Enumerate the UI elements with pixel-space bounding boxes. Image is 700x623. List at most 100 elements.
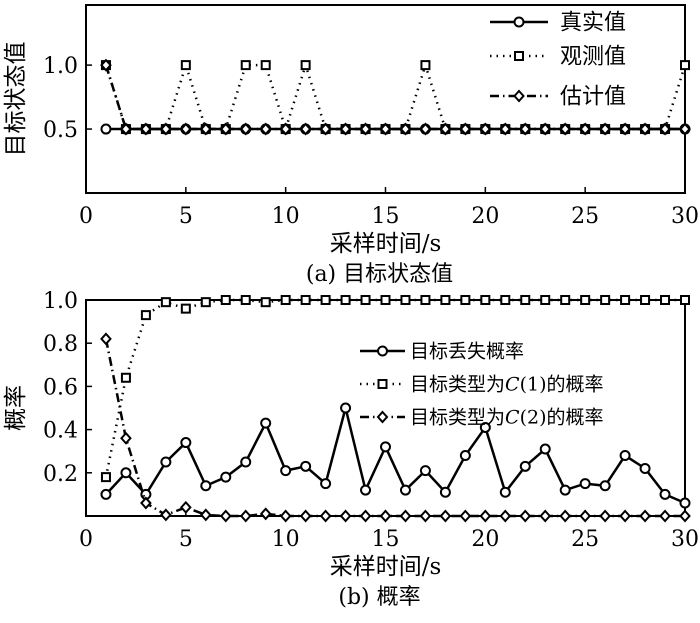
y-tick-label: 0.2 xyxy=(43,462,78,487)
data-point xyxy=(439,509,452,523)
data-point xyxy=(499,486,511,498)
x-tick-label: 5 xyxy=(179,204,193,229)
data-point xyxy=(559,484,571,496)
data-point xyxy=(599,509,611,523)
x-tick-label: 0 xyxy=(79,204,93,229)
data-point xyxy=(219,122,232,136)
data-point xyxy=(180,60,191,71)
y-tick-label: 0.6 xyxy=(43,375,78,400)
data-point xyxy=(100,58,112,72)
legend-label-suffix: (1)的概率 xyxy=(520,374,604,396)
data-point xyxy=(160,122,172,136)
data-point xyxy=(680,295,690,305)
series-0 xyxy=(100,402,691,509)
x-tick-label: 15 xyxy=(372,527,400,552)
data-point xyxy=(319,509,332,523)
y-tick-label: 0.5 xyxy=(43,118,78,143)
data-point xyxy=(140,310,151,321)
data-point xyxy=(399,484,411,496)
data-point xyxy=(639,462,651,474)
data-point xyxy=(280,465,292,477)
data-point xyxy=(519,509,532,523)
legend-label: 目标类型为C(1)的概率 xyxy=(410,374,603,396)
data-point xyxy=(360,295,371,305)
data-point xyxy=(619,509,631,523)
data-point xyxy=(599,480,611,492)
data-point xyxy=(519,460,531,472)
legend-entry-2: 目标类型为C(2)的概率 xyxy=(360,407,603,429)
data-point xyxy=(120,372,131,383)
data-point xyxy=(339,122,352,136)
data-point xyxy=(379,122,392,136)
data-point xyxy=(339,509,352,523)
data-point xyxy=(359,122,372,136)
data-point xyxy=(240,295,251,305)
legend-label: 观测值 xyxy=(560,45,626,70)
data-point xyxy=(239,509,252,523)
data-point xyxy=(260,417,272,429)
data-point xyxy=(280,295,291,305)
chart-panel-1: 0 5 10 15 20 25 30 0.2 0.4 0.6 0.8 1.0 采样时间/s (b) 概率 概… xyxy=(3,289,699,610)
x-tick-label: 5 xyxy=(179,527,193,552)
legend-marker xyxy=(513,89,525,103)
legend-entry-0: 目标丢失概率 xyxy=(360,341,524,363)
data-point xyxy=(179,500,192,514)
data-point xyxy=(100,332,112,346)
data-point xyxy=(199,122,212,136)
x-tick-label: 20 xyxy=(471,527,499,552)
data-point xyxy=(239,122,252,136)
data-point xyxy=(260,60,271,71)
data-point xyxy=(300,60,311,71)
x-tick-label: 15 xyxy=(372,204,400,229)
y-tick-label: 1.0 xyxy=(43,54,78,79)
series-line xyxy=(104,298,685,478)
data-point xyxy=(439,486,451,498)
data-point xyxy=(459,122,472,136)
legend-label-suffix: (2)的概率 xyxy=(520,407,604,429)
legend-label-prefix: 目标类型为 xyxy=(410,407,505,429)
data-point xyxy=(579,122,592,136)
data-point xyxy=(200,480,212,492)
data-point xyxy=(400,295,411,305)
legend-entry-1: 观测值 xyxy=(490,45,626,70)
data-point xyxy=(480,295,491,305)
data-point xyxy=(299,509,312,523)
data-point xyxy=(679,509,691,523)
data-point xyxy=(320,295,331,305)
data-point xyxy=(140,122,152,136)
legend-label-var: C xyxy=(505,407,520,429)
data-point xyxy=(659,509,671,523)
data-point xyxy=(100,123,112,135)
data-point xyxy=(660,295,671,305)
data-point xyxy=(120,122,132,136)
data-point xyxy=(559,509,572,523)
data-point xyxy=(500,295,511,305)
x-tick-label: 10 xyxy=(272,527,300,552)
data-point xyxy=(160,297,171,308)
data-point xyxy=(180,437,192,449)
data-point xyxy=(619,122,631,136)
data-point xyxy=(300,295,311,305)
legend-marker xyxy=(377,345,388,357)
x-tick-label: 0 xyxy=(79,527,93,552)
data-point xyxy=(679,122,691,136)
legend-marker xyxy=(376,410,389,424)
legend-entry-0: 真实值 xyxy=(490,11,626,36)
data-point xyxy=(639,509,651,523)
legend-label-var: C xyxy=(505,374,520,396)
data-point xyxy=(359,509,372,523)
data-point xyxy=(259,122,272,136)
data-point xyxy=(499,122,512,136)
data-point xyxy=(220,295,231,305)
series-2 xyxy=(100,332,691,523)
data-point xyxy=(420,60,431,71)
data-point xyxy=(360,484,372,496)
data-point xyxy=(440,295,451,305)
data-point xyxy=(499,509,512,523)
data-point xyxy=(120,431,132,445)
data-point xyxy=(540,295,551,305)
legend-marker xyxy=(514,51,524,61)
x-axis-label: 采样时间/s xyxy=(330,554,442,580)
